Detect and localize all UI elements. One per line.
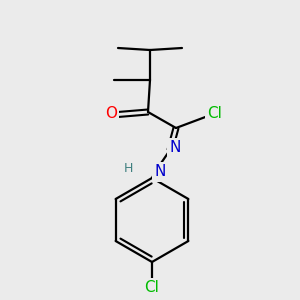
Text: Cl: Cl [208, 106, 222, 122]
Text: N: N [154, 164, 166, 179]
Text: O: O [105, 106, 117, 122]
Text: Cl: Cl [145, 280, 159, 296]
Text: N: N [169, 140, 181, 155]
Text: H: H [123, 163, 133, 176]
